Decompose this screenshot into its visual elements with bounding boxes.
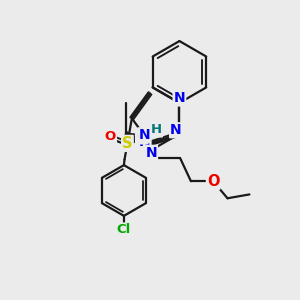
Text: S: S (122, 136, 133, 151)
Text: N: N (138, 128, 150, 142)
Text: H: H (151, 124, 162, 136)
Text: N: N (146, 146, 157, 160)
Text: Cl: Cl (117, 224, 131, 236)
Text: O: O (136, 130, 147, 143)
Text: N: N (174, 92, 185, 106)
Text: O: O (207, 174, 219, 189)
Text: N: N (170, 123, 182, 137)
Text: N: N (139, 135, 151, 149)
Text: O: O (105, 130, 116, 143)
